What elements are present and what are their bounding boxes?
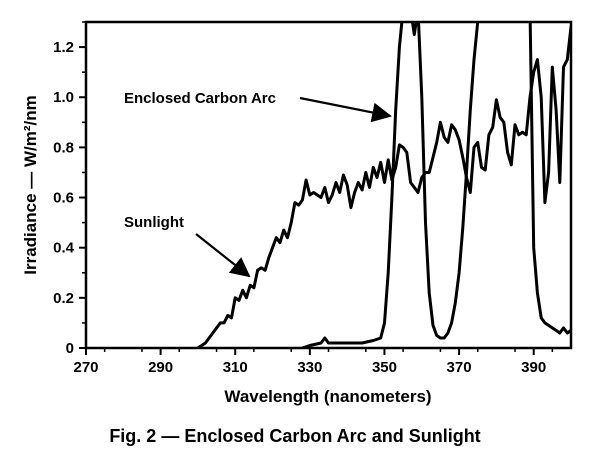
annotation-sunlight-arrow	[195, 233, 251, 278]
y-axis: 0 0.2 0.4 0.6 0.8 1.0 1.2	[53, 21, 86, 357]
series-layer	[196, 22, 571, 348]
x-axis: 270 290 310 330 350 370 390	[73, 348, 554, 376]
x-tick-label: 290	[148, 359, 173, 376]
y-tick-label: 0.8	[53, 139, 74, 156]
y-tick-label: 1.2	[53, 39, 74, 56]
y-tick-label: 0.6	[53, 190, 74, 207]
y-axis-title: Irradiance — W/m²/nm	[21, 95, 40, 274]
y-tick-label: 1.0	[53, 89, 74, 106]
figure-caption: Fig. 2 — Enclosed Carbon Arc and Sunligh…	[109, 426, 480, 446]
annotation-carbon-arc-arrow	[299, 96, 392, 123]
x-tick-label: 370	[447, 359, 472, 376]
plot-area	[84, 20, 573, 350]
x-tick-label: 330	[297, 359, 322, 376]
x-tick-label: 270	[73, 359, 98, 376]
annotations: Enclosed Carbon Arc Sunlight	[124, 90, 392, 278]
plot-frame	[84, 20, 573, 350]
annotation-carbon-arc-label: Enclosed Carbon Arc	[124, 90, 276, 107]
x-tick-label: 310	[223, 359, 248, 376]
x-tick-label: 350	[372, 359, 397, 376]
series-line-sunlight	[196, 25, 571, 348]
y-tick-label: 0.2	[53, 290, 74, 307]
x-axis-title: Wavelength (nanometers)	[224, 387, 431, 406]
annotation-sunlight-label: Sunlight	[124, 214, 184, 231]
y-tick-label: 0	[66, 340, 74, 357]
y-tick-label: 0.4	[53, 240, 75, 257]
series-line-carbon_arc	[300, 22, 571, 348]
x-tick-label: 390	[521, 359, 546, 376]
